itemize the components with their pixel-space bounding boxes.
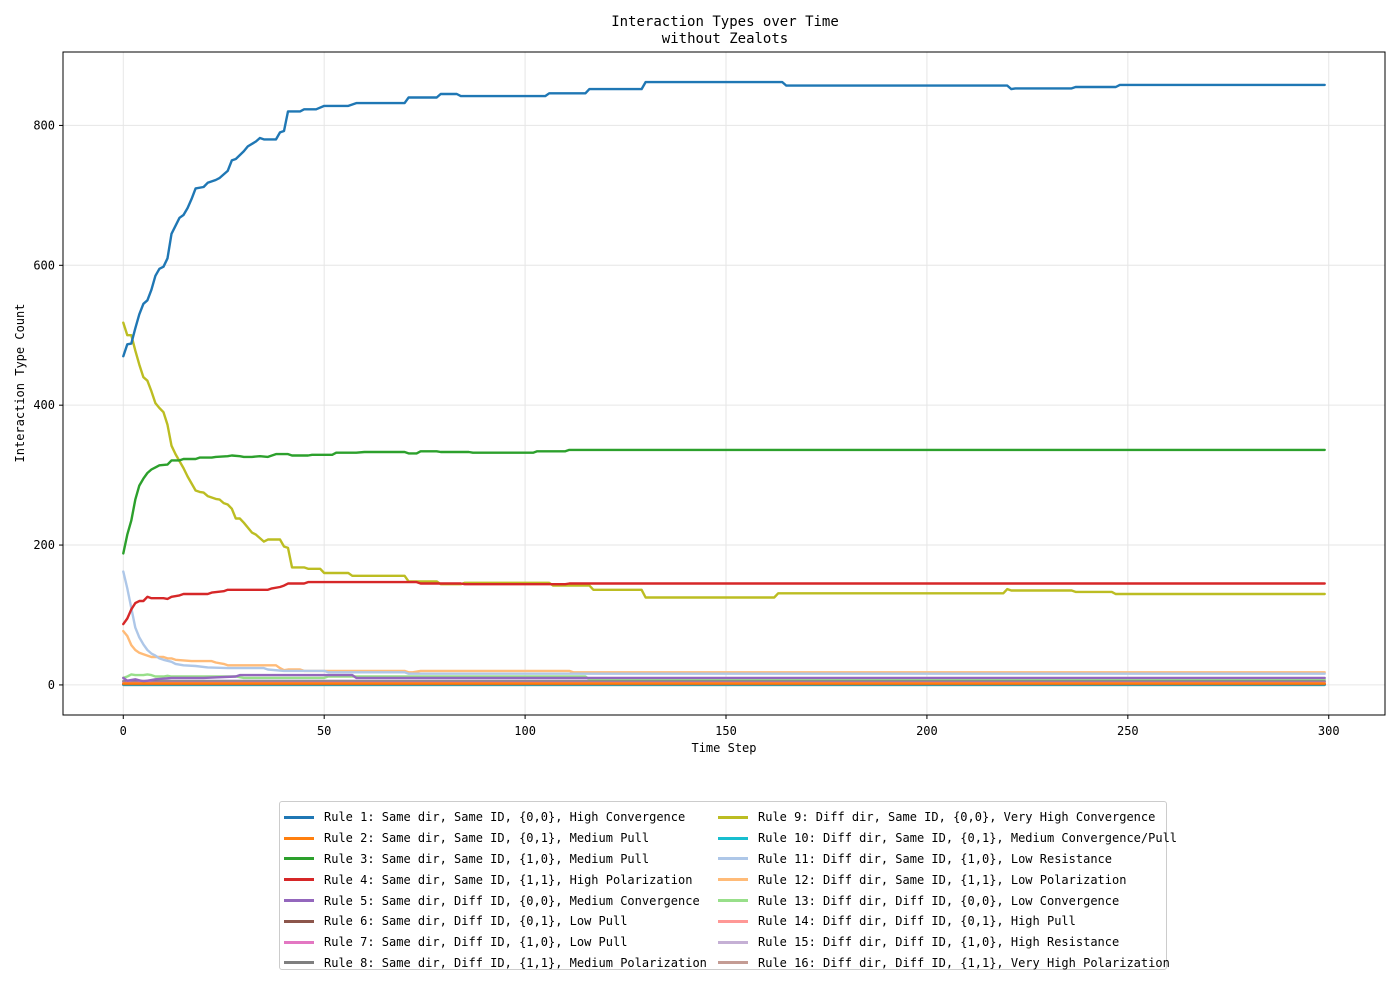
- plot-area-frame: [62, 51, 1386, 716]
- y-tick-label: 800: [33, 118, 55, 132]
- legend-swatch: [718, 836, 748, 840]
- legend-item-rule-10: Rule 10: Diff dir, Same ID, {0,1}, Mediu…: [718, 828, 1177, 849]
- legend-swatch: [718, 961, 748, 965]
- legend-label: Rule 11: Diff dir, Same ID, {1,0}, Low R…: [758, 851, 1113, 866]
- legend-column-left: Rule 1: Same dir, Same ID, {0,0}, High C…: [284, 807, 707, 973]
- series-line-rule-5: [122, 673, 1326, 683]
- series-line-rule-11: [122, 570, 1326, 675]
- legend-item-rule-15: Rule 15: Diff dir, Diff ID, {1,0}, High …: [718, 932, 1177, 953]
- grid-lines: [63, 52, 1385, 715]
- chart-subtitle: without Zealots: [662, 31, 788, 47]
- y-axis-label: Interaction Type Count: [13, 304, 27, 463]
- legend-swatch: [718, 940, 748, 944]
- legend-item-rule-11: Rule 11: Diff dir, Same ID, {1,0}, Low R…: [718, 849, 1177, 870]
- legend-label: Rule 5: Same dir, Diff ID, {0,0}, Medium…: [324, 893, 700, 908]
- legend-item-rule-13: Rule 13: Diff dir, Diff ID, {0,0}, Low C…: [718, 890, 1177, 911]
- series-line-rule-3: [122, 448, 1326, 555]
- series-line-rule-9: [122, 321, 1326, 599]
- legend-swatch: [718, 919, 748, 923]
- legend-swatch: [284, 899, 314, 903]
- legend-label: Rule 10: Diff dir, Same ID, {0,1}, Mediu…: [758, 831, 1178, 846]
- legend-column-right: Rule 9: Diff dir, Same ID, {0,0}, Very H…: [718, 807, 1177, 973]
- y-tick-label: 600: [33, 258, 55, 272]
- chart-title: Interaction Types over Time: [611, 14, 839, 30]
- legend-swatch: [718, 899, 748, 903]
- legend-swatch: [718, 815, 748, 819]
- legend-swatch: [284, 815, 314, 819]
- legend-label: Rule 12: Diff dir, Same ID, {1,1}, Low P…: [758, 872, 1127, 887]
- series-line-rule-12: [122, 629, 1326, 674]
- legend-swatch: [284, 940, 314, 944]
- legend-item-rule-7: Rule 7: Same dir, Diff ID, {1,0}, Low Pu…: [284, 932, 707, 953]
- legend-item-rule-8: Rule 8: Same dir, Diff ID, {1,1}, Medium…: [284, 953, 707, 974]
- legend-label: Rule 13: Diff dir, Diff ID, {0,0}, Low C…: [758, 893, 1120, 908]
- series-lines: [122, 80, 1326, 687]
- x-tick-label: 300: [1318, 724, 1340, 738]
- legend-label: Rule 4: Same dir, Same ID, {1,1}, High P…: [324, 872, 693, 887]
- legend-item-rule-14: Rule 14: Diff dir, Diff ID, {0,1}, High …: [718, 911, 1177, 932]
- legend-label: Rule 2: Same dir, Same ID, {0,1}, Medium…: [324, 831, 650, 846]
- legend-item-rule-3: Rule 3: Same dir, Same ID, {1,0}, Medium…: [284, 849, 707, 870]
- legend-label: Rule 15: Diff dir, Diff ID, {1,0}, High …: [758, 935, 1120, 950]
- axis-ticks: 0 50 100 150 200 250 300 0 200 400 600 800: [33, 118, 1339, 738]
- x-tick-label: 100: [514, 724, 536, 738]
- legend-item-rule-1: Rule 1: Same dir, Same ID, {0,0}, High C…: [284, 807, 707, 828]
- legend-swatch: [284, 961, 314, 965]
- legend-item-rule-9: Rule 9: Diff dir, Same ID, {0,0}, Very H…: [718, 807, 1177, 828]
- series-line-rule-4: [122, 580, 1326, 626]
- legend-label: Rule 9: Diff dir, Same ID, {0,0}, Very H…: [758, 810, 1156, 825]
- series-line-rule-1: [122, 80, 1326, 358]
- legend-swatch: [718, 857, 748, 861]
- legend-label: Rule 6: Same dir, Diff ID, {0,1}, Low Pu…: [324, 914, 628, 929]
- legend-swatch: [284, 836, 314, 840]
- legend-item-rule-16: Rule 16: Diff dir, Diff ID, {1,1}, Very …: [718, 953, 1177, 974]
- legend-label: Rule 16: Diff dir, Diff ID, {1,1}, Very …: [758, 955, 1170, 970]
- x-axis-label: Time Step: [691, 741, 756, 755]
- legend-item-rule-2: Rule 2: Same dir, Same ID, {0,1}, Medium…: [284, 828, 707, 849]
- legend-label: Rule 7: Same dir, Diff ID, {1,0}, Low Pu…: [324, 935, 628, 950]
- legend-item-rule-5: Rule 5: Same dir, Diff ID, {0,0}, Medium…: [284, 890, 707, 911]
- legend-label: Rule 1: Same dir, Same ID, {0,0}, High C…: [324, 810, 686, 825]
- legend-swatch: [284, 919, 314, 923]
- x-tick-label: 250: [1117, 724, 1139, 738]
- legend-swatch: [284, 878, 314, 882]
- legend-label: Rule 8: Same dir, Diff ID, {1,1}, Medium…: [324, 955, 707, 970]
- x-tick-label: 50: [317, 724, 331, 738]
- x-tick-label: 200: [916, 724, 938, 738]
- legend-item-rule-6: Rule 6: Same dir, Diff ID, {0,1}, Low Pu…: [284, 911, 707, 932]
- legend: Rule 1: Same dir, Same ID, {0,0}, High C…: [279, 801, 1177, 973]
- legend-label: Rule 3: Same dir, Same ID, {1,0}, Medium…: [324, 851, 650, 866]
- legend-item-rule-12: Rule 12: Diff dir, Same ID, {1,1}, Low P…: [718, 869, 1177, 890]
- x-tick-label: 0: [120, 724, 127, 738]
- legend-label: Rule 14: Diff dir, Diff ID, {0,1}, High …: [758, 914, 1076, 929]
- series-line-rule-13: [122, 673, 1326, 681]
- legend-swatch: [718, 878, 748, 882]
- y-tick-label: 200: [33, 538, 55, 552]
- legend-swatch: [284, 857, 314, 861]
- y-tick-label: 0: [48, 678, 55, 692]
- legend-item-rule-4: Rule 4: Same dir, Same ID, {1,1}, High P…: [284, 869, 707, 890]
- x-tick-label: 150: [715, 724, 737, 738]
- y-tick-label: 400: [33, 398, 55, 412]
- line-chart: Interaction Types over Time without Zeal…: [13, 14, 1386, 755]
